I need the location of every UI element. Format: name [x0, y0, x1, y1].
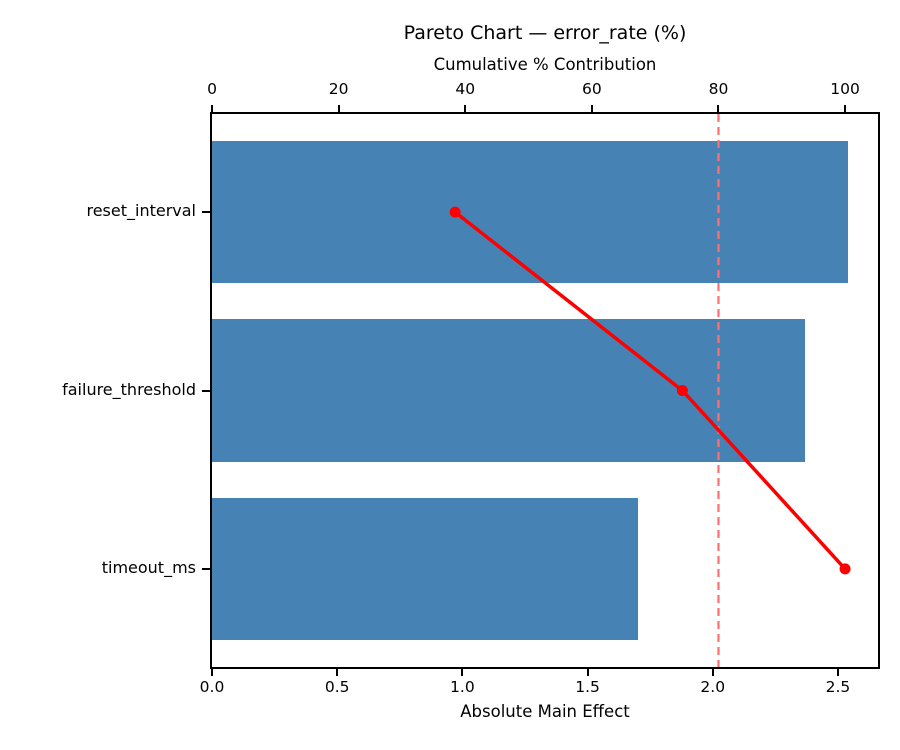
y-tick-label-timeout_ms: timeout_ms	[101, 557, 196, 577]
top-tick-label: 20	[328, 80, 349, 98]
top-tick-mark	[464, 105, 467, 113]
plot-area	[212, 114, 878, 667]
cumulative-marker-failure_threshold	[676, 385, 688, 396]
bottom-tick-mark	[461, 669, 464, 676]
cumulative-marker-reset_interval	[449, 206, 461, 218]
bar-timeout_ms	[212, 497, 638, 641]
top-tick-mark	[717, 105, 720, 113]
bottom-tick-label: 0.0	[199, 678, 225, 696]
top-tick-mark	[211, 105, 213, 113]
chart-title: Pareto Chart — error_rate (%)	[403, 22, 687, 44]
bottom-tick-mark	[336, 669, 339, 676]
top-axis-label: Cumulative % Contribution	[433, 55, 657, 74]
top-tick-label: 40	[455, 80, 476, 98]
top-tick-label: 100	[830, 80, 860, 98]
top-tick-label: 80	[708, 80, 729, 98]
bottom-tick-mark	[711, 669, 714, 676]
y-tick-label-reset_interval: reset_interval	[86, 201, 196, 221]
top-tick-mark	[590, 105, 593, 113]
top-tick-mark	[844, 105, 847, 113]
y-tick-mark	[202, 567, 210, 570]
bottom-tick-mark	[211, 669, 213, 676]
bottom-tick-label: 2.0	[700, 678, 726, 696]
bottom-tick-label: 2.5	[825, 678, 851, 696]
y-tick-label-failure_threshold: failure_threshold	[62, 379, 196, 399]
bottom-tick-label: 1.0	[450, 678, 475, 696]
y-tick-mark	[202, 211, 210, 214]
bar-reset_interval	[212, 140, 848, 284]
cumulative-marker-timeout_ms	[839, 563, 851, 575]
top-tick-label: 0	[207, 80, 217, 98]
top-tick-label: 60	[581, 80, 602, 98]
bottom-tick-mark	[836, 669, 839, 676]
cumulative-line	[454, 210, 847, 571]
bottom-axis-label: Absolute Main Effect	[460, 702, 630, 721]
line-overlay	[449, 114, 851, 667]
bottom-tick-label: 1.5	[575, 678, 600, 696]
top-tick-mark	[337, 105, 340, 113]
bar-failure_threshold	[212, 319, 806, 462]
bottom-tick-mark	[586, 669, 589, 676]
bottom-tick-label: 0.5	[324, 678, 350, 696]
y-tick-mark	[202, 389, 210, 392]
